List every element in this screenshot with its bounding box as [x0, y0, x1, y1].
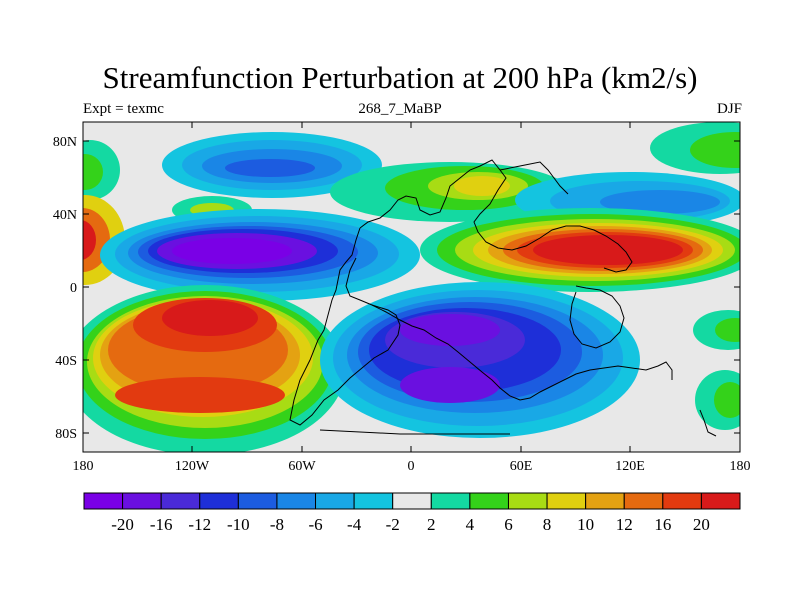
colorbar-label: -12 — [188, 515, 211, 534]
lon-tick-label-60e: 60E — [510, 459, 533, 474]
north-east-green-cell — [650, 122, 740, 174]
colorbar-label: -16 — [150, 515, 173, 534]
latitude-axis: 80N 40N 0 40S 80S — [53, 135, 740, 442]
colorbar-swatch — [160, 492, 201, 510]
north-pacific-negative-cell — [100, 209, 420, 301]
colorbar-swatch — [122, 492, 162, 510]
colorbar-swatch — [662, 492, 702, 510]
lon-tick-label-120w: 120W — [175, 459, 210, 474]
colorbar-label: 20 — [693, 515, 710, 534]
colorbar-label: 2 — [427, 515, 436, 534]
colorbar-swatch — [623, 492, 664, 510]
colorbar-swatch — [585, 492, 625, 510]
lon-tick-label-120e: 120E — [615, 459, 645, 474]
south-east-positive-cell — [693, 310, 740, 430]
colorbar-label: 8 — [543, 515, 552, 534]
colorbar-swatch — [83, 492, 124, 510]
colorbar-swatch — [315, 492, 355, 510]
lat-tick-label-40n: 40N — [53, 208, 77, 223]
lat-tick-label-80n: 80N — [53, 135, 77, 150]
colorbar-label: -4 — [347, 515, 362, 534]
map-title: Streamfunction Perturbation at 200 hPa (… — [102, 60, 698, 95]
colorbar-swatch — [353, 492, 394, 510]
colorbar-label: 4 — [466, 515, 475, 534]
colorbar-label: 6 — [504, 515, 513, 534]
colorbar-label: 12 — [616, 515, 633, 534]
lat-tick-label-80s: 80S — [55, 427, 77, 442]
colorbar-swatch — [430, 492, 471, 510]
season-label: DJF — [716, 101, 742, 117]
lon-tick-label-0: 0 — [408, 459, 415, 474]
lon-tick-label-180w: 180 — [73, 459, 94, 474]
lat-tick-label-0: 0 — [70, 281, 77, 296]
lat-tick-label-40s: 40S — [55, 354, 77, 369]
colorbar-swatch — [700, 492, 741, 510]
south-pacific-positive-cell — [83, 285, 345, 452]
coastlines — [289, 159, 717, 437]
colorbar-label: -10 — [227, 515, 250, 534]
lon-tick-label-60w: 60W — [288, 459, 316, 474]
colorbar-swatch — [469, 492, 509, 510]
lon-tick-label-180e: 180 — [730, 459, 751, 474]
north-blue-cell — [162, 132, 382, 198]
colorbar: -20 -16 -12 -10 -8 -6 -4 -2 2 4 6 8 10 12 16 20 — [83, 492, 741, 534]
colorbar-label: -6 — [308, 515, 322, 534]
south-indian-negative-cell — [320, 282, 640, 438]
colorbar-swatch — [546, 492, 587, 510]
colorbar-swatch — [276, 492, 317, 510]
colorbar-label: -20 — [111, 515, 134, 534]
colorbar-label: 16 — [654, 515, 671, 534]
colorbar-swatch — [237, 492, 278, 510]
case-label: 268_7_MaBP — [358, 101, 442, 117]
colorbar-label: -8 — [270, 515, 284, 534]
colorbar-label: 10 — [577, 515, 594, 534]
colorbar-label: -2 — [386, 515, 400, 534]
colorbar-swatch — [199, 492, 239, 510]
asia-positive-cell — [420, 208, 740, 292]
map-field — [83, 122, 740, 452]
experiment-label: Expt = texmc — [83, 101, 164, 117]
longitude-axis: 180 120W 60W 0 60E 120E 180 — [73, 122, 751, 474]
north-west-green-cell — [83, 140, 120, 200]
colorbar-swatch — [507, 492, 548, 510]
colorbar-swatch — [392, 492, 432, 510]
